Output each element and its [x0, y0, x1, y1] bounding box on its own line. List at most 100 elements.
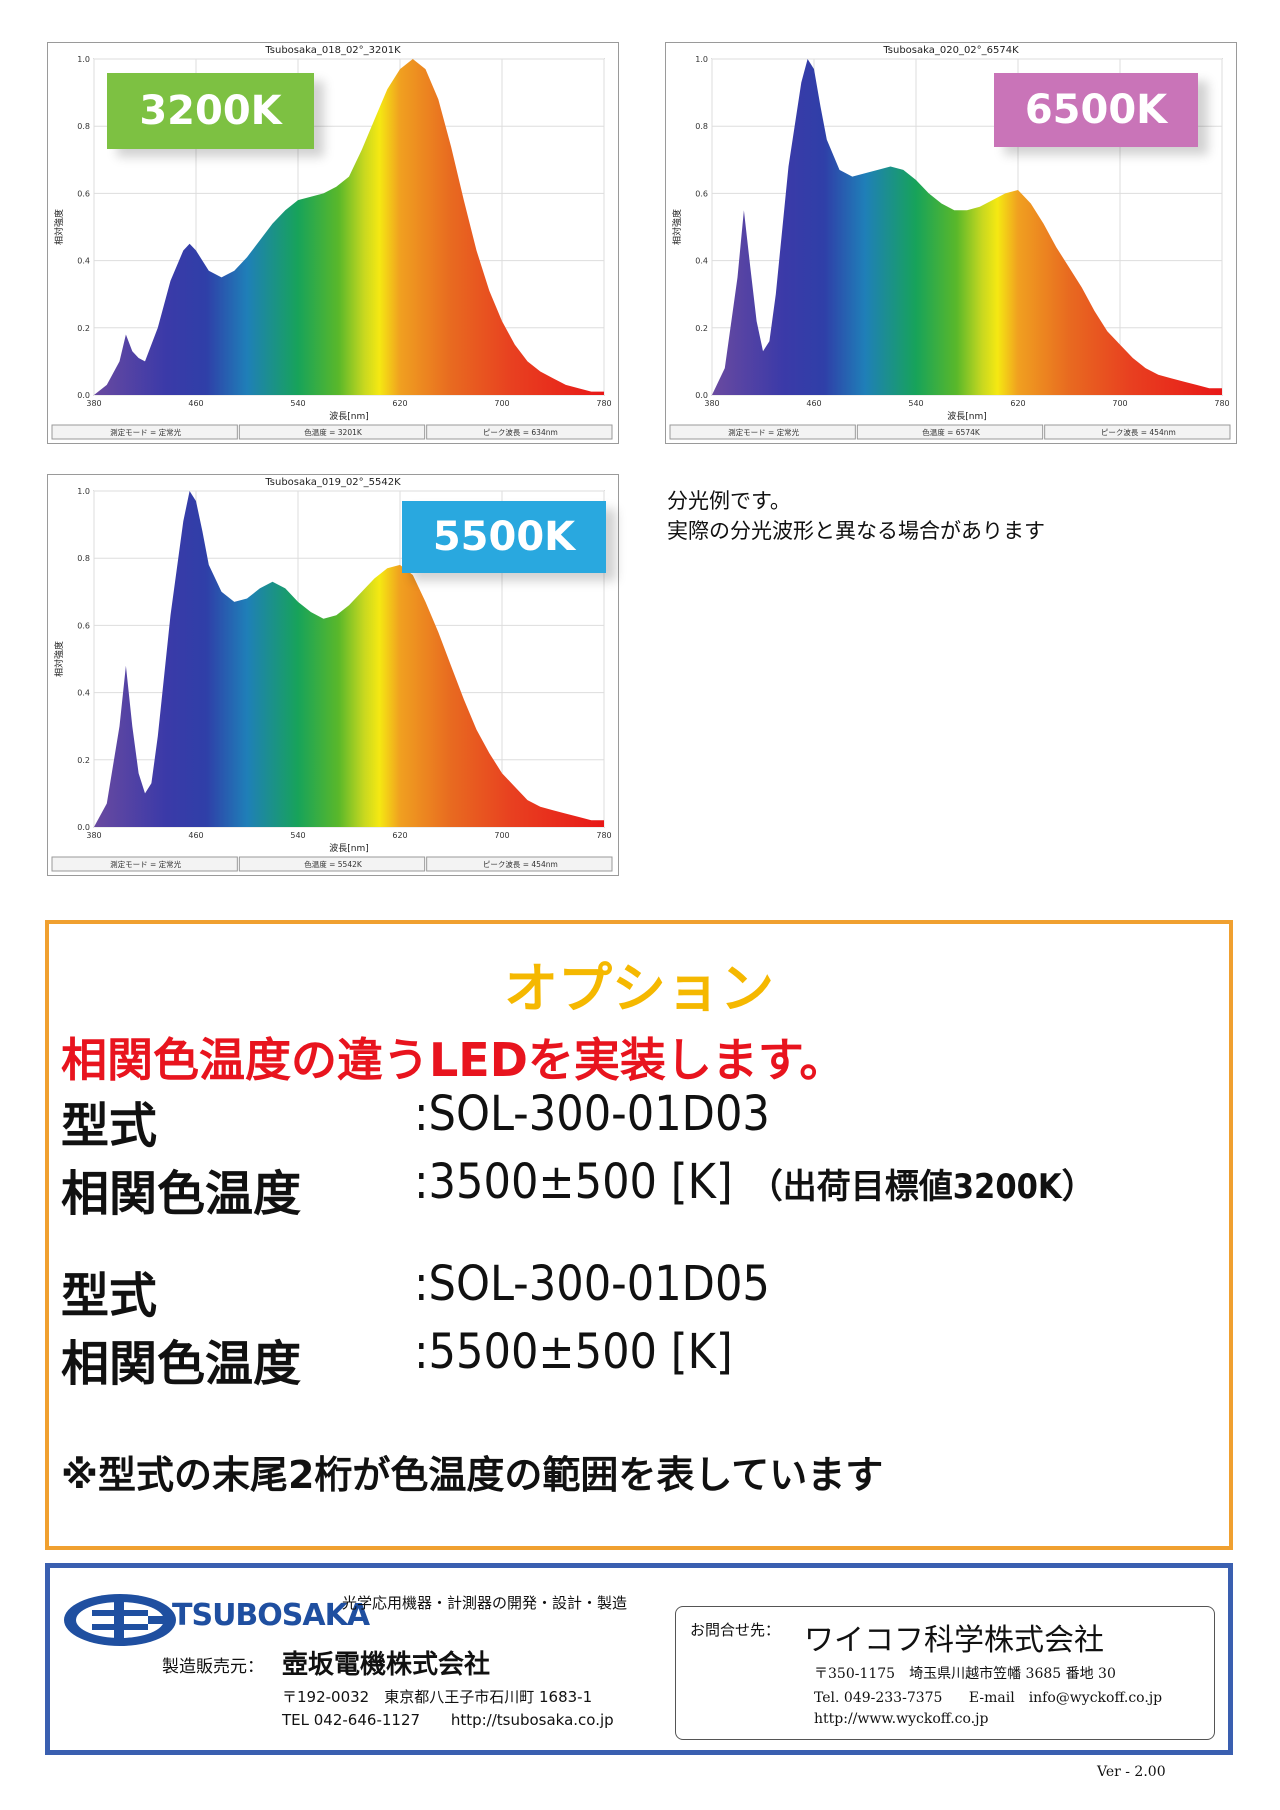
spectrum-note: 分光例です。 実際の分光波形と異なる場合があります [667, 486, 1045, 546]
x-axis-label: 波長[nm] [329, 410, 369, 422]
x-axis-label: 波長[nm] [947, 410, 987, 422]
x-axis-label: 波長[nm] [329, 842, 369, 854]
status-cell [426, 424, 613, 440]
maker-label: 製造販売元： [162, 1657, 264, 1677]
y-tick-label: 0.4 [77, 257, 90, 266]
cct-label-2: 相関色温度 [61, 1336, 302, 1392]
x-tick-label: 380 [704, 399, 719, 408]
option-footnote: ※型式の末尾2桁が色温度の範囲を表しています [61, 1453, 884, 1497]
logo-text: TSUBOSAKA [172, 1598, 370, 1633]
status-text: 色温度 = 5542K [304, 859, 363, 869]
inquiry-url-link[interactable]: http://www.wyckoff.co.jp [814, 1711, 989, 1727]
tsubosaka-logo: TSUBOSAKA [62, 1590, 370, 1650]
status-cell [856, 424, 1044, 440]
status-text: 測定モード = 定常光 [110, 427, 182, 437]
status-cell [238, 424, 426, 440]
y-axis-label: 相対強度 [53, 209, 65, 245]
maker-name: 壺坂電機株式会社 [282, 1650, 491, 1680]
y-tick-label: 1.0 [77, 487, 90, 496]
x-tick-label: 460 [188, 831, 203, 840]
status-cell [51, 424, 238, 440]
cct-note-1: （出荷目標値3200K） [748, 1167, 1096, 1207]
cct-badge-3200k: 3200K [107, 73, 314, 149]
maker-address: 〒192-0032 東京都八王子市石川町 1683-1 [282, 1688, 593, 1706]
cct-label-1: 相関色温度 [61, 1166, 302, 1222]
spectrum-area [94, 59, 604, 395]
x-tick-label: 700 [1112, 399, 1127, 408]
status-text: 色温度 = 6574K [922, 427, 981, 437]
y-axis-label: 相対強度 [671, 209, 683, 245]
x-tick-label: 780 [1214, 399, 1229, 408]
status-cell [238, 856, 426, 872]
y-tick-label: 0.2 [695, 324, 708, 333]
x-tick-label: 700 [494, 399, 509, 408]
x-tick-label: 780 [596, 399, 611, 408]
company-tagline: 光学応用機器・計測器の開発・設計・製造 [342, 1594, 628, 1612]
x-tick-label: 540 [290, 399, 305, 408]
chart-title: Tsubosaka_018_02°_3201K [264, 45, 401, 56]
x-tick-label: 620 [392, 831, 407, 840]
status-cell [426, 856, 613, 872]
y-tick-label: 0.0 [77, 391, 90, 400]
x-tick-label: 460 [806, 399, 821, 408]
inquiry-contact: Tel. 049-233-7375 E-mail info@wyckoff.co… [814, 1687, 1184, 1707]
status-text: 測定モード = 定常光 [728, 427, 800, 437]
spectrum-area [712, 59, 1222, 395]
inquiry-address: 〒350-1175 埼玉県川越市笠幡 3685 番地 30 [814, 1666, 1116, 1682]
y-tick-label: 1.0 [77, 55, 90, 64]
y-tick-label: 0.4 [77, 689, 90, 698]
spectrum-note-line-2: 実際の分光波形と異なる場合があります [667, 519, 1045, 543]
status-text: ピーク波長 = 454nm [483, 859, 558, 869]
spectrum-area [94, 491, 604, 827]
status-text: ピーク波長 = 634nm [483, 427, 558, 437]
y-tick-label: 0.4 [695, 257, 708, 266]
cct-badge-6500k: 6500K [994, 73, 1198, 147]
company-footer: TSUBOSAKA 光学応用機器・計測器の開発・設計・製造 製造販売元： 壺坂電… [45, 1563, 1233, 1755]
x-tick-label: 780 [596, 831, 611, 840]
version-label: Ver - 2.00 [1097, 1764, 1166, 1780]
inquiry-email-link[interactable]: E-mail info@wyckoff.co.jp [968, 1690, 1163, 1706]
x-tick-label: 460 [188, 399, 203, 408]
y-tick-label: 0.0 [77, 823, 90, 832]
y-tick-label: 0.2 [77, 756, 90, 765]
status-text: 測定モード = 定常光 [110, 859, 182, 869]
option-subtitle: 相関色温度の違うLEDを実装します。 [61, 1033, 846, 1087]
x-tick-label: 700 [494, 831, 509, 840]
x-tick-label: 380 [86, 399, 101, 408]
x-tick-label: 540 [290, 831, 305, 840]
maker-contact: TEL 042-646-1127 http://tsubosaka.co.jp [282, 1711, 640, 1729]
spectrum-chart-6500k: Tsubosaka_020_02°_6574K 380 460 540 620 700 78… [665, 42, 1237, 444]
spectrum-chart-svg: Tsubosaka_018_02°_3201K 380 460 540 620 700 78… [51, 45, 613, 440]
y-axis-label: 相対強度 [53, 641, 65, 677]
chart-title: Tsubosaka_019_02°_5542K [264, 477, 401, 488]
model-label-1: 型式 [61, 1098, 158, 1154]
status-cell [1044, 424, 1231, 440]
cct-value-2: :5500±500 [K] [414, 1324, 733, 1380]
y-tick-label: 0.2 [77, 324, 90, 333]
x-tick-label: 620 [1010, 399, 1025, 408]
y-tick-label: 0.6 [77, 189, 90, 198]
model-label-2: 型式 [61, 1268, 158, 1324]
status-text: 色温度 = 3201K [304, 427, 363, 437]
inquiry-name: ワイコフ科学株式会社 [804, 1623, 1104, 1658]
y-tick-label: 1.0 [695, 55, 708, 64]
maker-tel: TEL 042-646-1127 [282, 1711, 421, 1729]
y-tick-label: 0.6 [77, 621, 90, 630]
cct-value-row-1: :3500±500 [K] （出荷目標値3200K） [414, 1154, 1096, 1210]
model-value-2: :SOL-300-01D05 [414, 1256, 770, 1312]
status-text: ピーク波長 = 454nm [1101, 427, 1176, 437]
y-tick-label: 0.0 [695, 391, 708, 400]
spectrum-chart-svg: Tsubosaka_019_02°_5542K 380 460 540 620 700 78… [51, 477, 613, 872]
inquiry-tel: Tel. 049-233-7375 [814, 1690, 943, 1706]
option-panel: オプション 相関色温度の違うLEDを実装します。 型式 :SOL-300-01D… [45, 920, 1233, 1550]
x-tick-label: 620 [392, 399, 407, 408]
status-cell [669, 424, 856, 440]
maker-url-link[interactable]: http://tsubosaka.co.jp [450, 1711, 614, 1729]
tsubosaka-logo-icon [64, 1594, 176, 1646]
chart-title: Tsubosaka_020_02°_6574K [882, 45, 1019, 56]
spectrum-note-line-1: 分光例です。 [667, 489, 791, 513]
y-tick-label: 0.8 [77, 554, 90, 563]
y-tick-label: 0.8 [695, 122, 708, 131]
model-value-1: :SOL-300-01D03 [414, 1086, 770, 1142]
cct-value-1: :3500±500 [K] [414, 1154, 733, 1210]
